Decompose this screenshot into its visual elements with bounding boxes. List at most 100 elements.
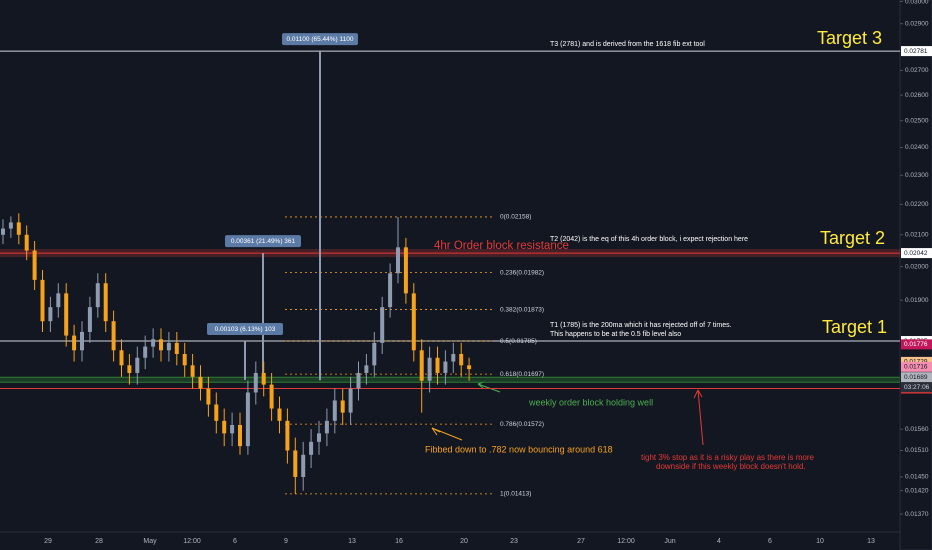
- candle-body: [411, 293, 416, 351]
- candle-body: [372, 342, 377, 366]
- candle-body: [245, 392, 250, 447]
- candle-body: [64, 293, 69, 336]
- y-tick-label: 0.03000: [905, 0, 929, 5]
- candle-body: [340, 400, 345, 413]
- price-tag-label: 0.02042: [904, 250, 928, 257]
- y-tick-label: 0.01510: [905, 447, 929, 454]
- candle-body: [388, 273, 393, 308]
- candle-body: [348, 388, 353, 413]
- fib-label: 0.382(0.01873): [500, 306, 544, 313]
- candle-body: [8, 222, 13, 229]
- weekly-block-zone: [0, 377, 900, 383]
- annotation: T3 (2781) and is derived from the 1618 f…: [550, 41, 705, 48]
- candle-body: [95, 283, 100, 308]
- candle-body: [301, 454, 306, 477]
- x-tick-label: 12:00: [183, 538, 201, 545]
- annotation: Fibbed down to .782 now bouncing around …: [425, 444, 613, 454]
- y-tick-label: 0.01560: [905, 426, 929, 433]
- annotation: Target 1: [822, 317, 887, 337]
- candle-body: [253, 372, 258, 393]
- annotation: weekly order block holding well: [528, 397, 653, 407]
- candle-body: [317, 433, 321, 442]
- y-tick-label: 0.01900: [905, 297, 929, 304]
- arrow: [693, 389, 704, 446]
- y-tick-label: 0.01370: [905, 511, 929, 518]
- y-tick-label: 0.01420: [905, 487, 929, 494]
- order-block-zone: [0, 249, 900, 258]
- x-tick-label: 20: [460, 538, 468, 545]
- candle-body: [419, 350, 424, 381]
- measure-box: [225, 235, 301, 248]
- annotation: downside if this weekly block doesn't ho…: [656, 462, 806, 471]
- candle-body: [269, 384, 274, 409]
- annotation: This happens to be at the 0.5 fib level …: [550, 331, 681, 338]
- candle-body: [56, 293, 61, 308]
- x-tick-label: 23: [510, 538, 518, 545]
- candle-body: [380, 307, 385, 343]
- price-tag-label: 0.01716: [904, 364, 928, 371]
- y-tick-label: 0.02700: [905, 67, 929, 74]
- candle-body: [364, 365, 369, 373]
- price-tag-label: 0.02781: [904, 48, 928, 55]
- candle-body: [285, 420, 290, 451]
- candle-body: [309, 441, 314, 455]
- measure-box: [282, 33, 358, 46]
- candle-body: [103, 283, 108, 322]
- fib-label: 0.5(0.01785): [500, 338, 537, 345]
- candle-body: [356, 372, 361, 389]
- candle-body: [261, 372, 266, 385]
- price-tag-label: 0.01689: [904, 374, 928, 381]
- measure-box: [207, 323, 283, 336]
- candle-body: [127, 365, 132, 373]
- candle-body: [332, 400, 337, 421]
- fib-label: 0.618(0.01697): [500, 371, 544, 378]
- candle-body: [277, 408, 282, 421]
- candle-body: [182, 354, 187, 366]
- price-axis: [899, 0, 932, 550]
- candle-body: [151, 339, 156, 347]
- candle-body: [451, 354, 456, 362]
- candle-body: [159, 339, 163, 351]
- candle-body: [87, 307, 92, 332]
- candle-body: [214, 404, 219, 421]
- annotation: tight 3% stop as it is a risky play as t…: [641, 453, 815, 462]
- price-tag: [901, 248, 932, 259]
- x-tick-label: 28: [95, 538, 103, 545]
- candle-body: [143, 346, 148, 358]
- y-tick-label: 0.02200: [905, 201, 929, 208]
- arrow: [477, 381, 501, 393]
- y-tick-label: 0.02100: [905, 231, 929, 238]
- candle-body: [40, 279, 45, 322]
- annotation: Target 3: [817, 28, 882, 48]
- countdown: 03:27:06: [904, 384, 930, 391]
- candle-body: [111, 321, 116, 351]
- y-tick-label: 0.02500: [905, 117, 929, 124]
- price-tag-label: 0.01776: [904, 341, 928, 348]
- candle-body: [80, 331, 84, 351]
- x-tick-label: 13: [348, 538, 356, 545]
- measure-label: 0.01100 (65.44%) 1100: [287, 36, 354, 43]
- annotation: T2 (2042) is the eq of this 4h order blo…: [550, 236, 748, 243]
- candle-body: [435, 357, 440, 373]
- countdown-box: [901, 382, 932, 393]
- arrow: [431, 427, 463, 441]
- candle-body: [72, 335, 77, 351]
- candle-body: [166, 342, 171, 351]
- measure-label: 0.00361 (21.49%) 361: [231, 238, 296, 245]
- x-tick-label: 6: [233, 538, 237, 545]
- price-tag: [901, 372, 932, 383]
- y-tick-label: 0.02900: [905, 20, 929, 27]
- x-tick-label: May: [143, 538, 157, 545]
- price-tag: [901, 339, 932, 350]
- candle-body: [222, 420, 227, 434]
- candle-body: [459, 354, 464, 366]
- x-tick-label: 12:00: [617, 538, 635, 545]
- candle-body: [174, 342, 179, 355]
- price-tag: [901, 361, 932, 372]
- x-tick-label: 10: [816, 538, 824, 545]
- fib-label: 1(0.01413): [500, 491, 531, 498]
- y-tick-label: 0.02600: [905, 92, 929, 99]
- y-tick-label: 0.02000: [905, 263, 929, 270]
- candle-body: [324, 420, 329, 434]
- candle-body: [135, 357, 140, 373]
